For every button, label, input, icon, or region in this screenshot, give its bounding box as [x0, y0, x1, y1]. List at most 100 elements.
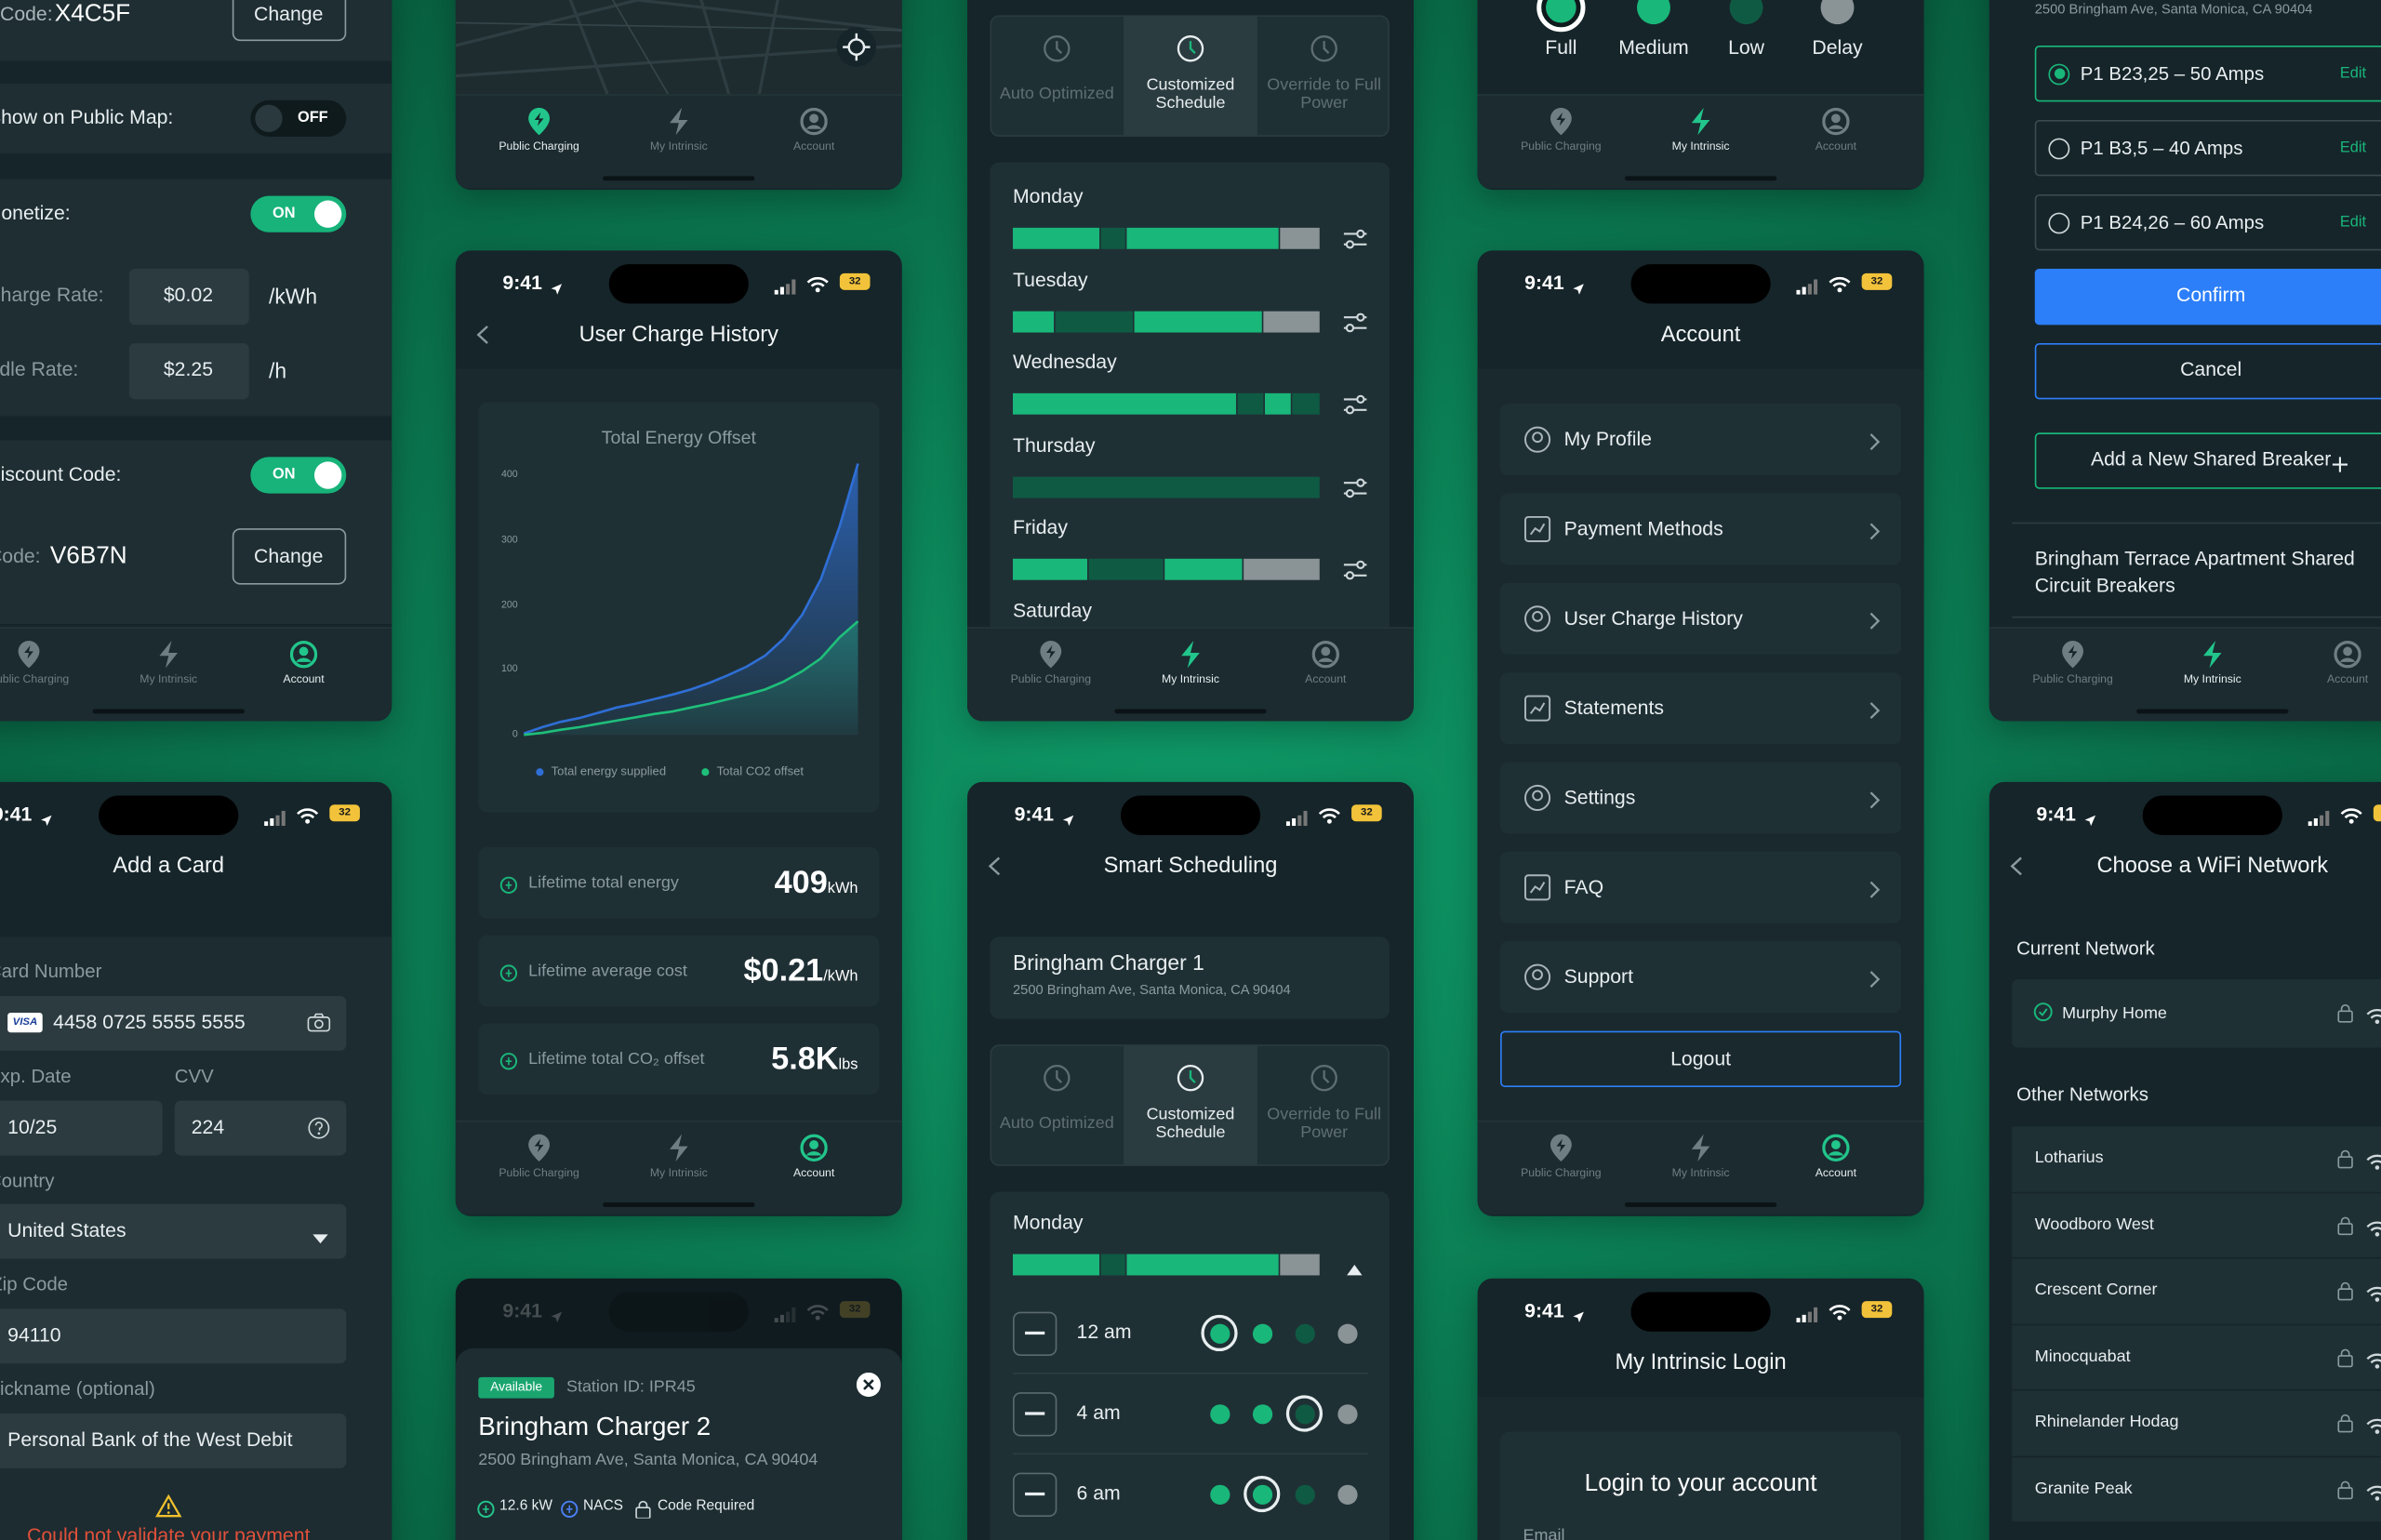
toggle-knob: [313, 461, 342, 489]
wifi-strength-part: [2366, 1154, 2381, 1165]
lock-icon: [2337, 1215, 2354, 1235]
nav-icon-part: [528, 1134, 551, 1162]
chart: [523, 463, 859, 737]
lock-icon-part: [2337, 1281, 2353, 1301]
signal-part: [791, 1307, 796, 1323]
wifi-part: [1837, 1315, 1842, 1321]
location-arrow: [1572, 1304, 1586, 1323]
signal: [1796, 1303, 1818, 1323]
lock-icon-part: [2340, 1004, 2350, 1012]
nav-label: My Intrinsic: [1162, 671, 1219, 686]
input-field: [128, 268, 249, 325]
divider: [2012, 522, 2381, 524]
label: Exp. Date: [0, 1065, 72, 1087]
nav-icon: [2059, 639, 2086, 670]
mode-icon: [1176, 1063, 1206, 1094]
location-arrow-part: [1573, 284, 1584, 295]
battery-level: 32: [1870, 1303, 1883, 1315]
nav-label: My Intrinsic: [140, 671, 198, 686]
nav-icon: [1311, 639, 1339, 670]
series-line: [523, 463, 859, 735]
home-indicator: [2136, 709, 2289, 714]
signal-part: [774, 1318, 778, 1323]
lock-icon-part: [2337, 1156, 2353, 1169]
menu-icon-part: [1524, 784, 1551, 811]
stat-label: Lifetime total energy: [528, 873, 679, 892]
nav-icon-part: [1321, 646, 1331, 657]
label: Country: [0, 1170, 55, 1192]
menu-chevron-part: [1869, 701, 1881, 719]
mode-label: Auto Optimized: [999, 85, 1114, 104]
nav-label: My Intrinsic: [1671, 1165, 1730, 1180]
lock-icon-part: [2340, 1414, 2350, 1422]
menu-chevron: [1868, 520, 1882, 539]
nav-icon-part: [296, 657, 312, 662]
nav-icon-part: [805, 1151, 822, 1156]
back-chevron-part: [988, 856, 1001, 876]
menu-icon-part: [1532, 790, 1543, 802]
label: Code:: [0, 2, 53, 25]
signal-part: [1285, 810, 1308, 827]
charge-history-screen: 9:41 32 User Charge History Total Energy Of…: [455, 250, 902, 1216]
nav-icon-part: [1550, 107, 1572, 136]
login-screen: 9:41 32 My Intrinsic Login Login to your ac…: [1477, 1278, 1924, 1540]
location-arrow-part: [41, 815, 52, 827]
input-value: $2.25: [163, 357, 214, 381]
input-value: Personal Bank of the West Debit: [7, 1427, 293, 1452]
lock-icon-part: [2337, 1480, 2353, 1499]
status-time: 9:41: [1014, 802, 1055, 826]
menu-icon-part: [1529, 882, 1546, 894]
edit-link: Edit: [2339, 139, 2367, 156]
charge-level-screen: Full Medium Low Delay Public Charging My Intr…: [1477, 0, 1924, 191]
stat-unit: lbs: [838, 1055, 858, 1073]
battery: [839, 1301, 871, 1319]
legend-swatch: [535, 767, 543, 776]
breaker-label: P1 B24,26 – 60 Amps: [2080, 211, 2265, 233]
dynamic-island: [1630, 264, 1771, 304]
nav-icon-part: [2339, 657, 2356, 662]
stat-unit: /kWh: [823, 967, 858, 985]
signal-part: [779, 286, 784, 295]
station-name: Bringham Charger 2: [478, 1412, 712, 1441]
help-icon-part: [308, 1117, 330, 1139]
lock-icon-part: [2337, 1348, 2353, 1367]
nav-label: Public Charging: [499, 139, 579, 153]
wifi-strength-part: [2374, 1231, 2380, 1236]
wifi-strength-part: [2366, 1418, 2381, 1434]
card-brand: VISA: [12, 1016, 38, 1028]
stat-card: [478, 1023, 880, 1095]
dynamic-island: [1120, 795, 1261, 835]
menu-icon: [1523, 873, 1552, 902]
nav-icon: [1548, 1133, 1575, 1163]
lock-icon-part: [2337, 1354, 2353, 1367]
nav-bar: [1477, 94, 1924, 189]
time-label: 6 am: [1076, 1480, 1121, 1505]
menu-icon-part: [1524, 426, 1551, 453]
battery: [2373, 804, 2381, 822]
menu-icon-part: [1524, 963, 1551, 990]
nav-icon-part: [670, 107, 688, 136]
mode-icon: [1309, 1063, 1339, 1094]
input-value: $0.02: [163, 283, 214, 307]
add-card-screen: 9:41 32 Add a Card Card Number VISA 4458 0725…: [0, 781, 392, 1540]
nav-icon: [665, 106, 692, 137]
wifi-part: [1326, 818, 1332, 824]
menu-icon-part: [1529, 702, 1546, 714]
menu-icon-part: [1524, 515, 1551, 543]
menu-icon-part: [1524, 963, 1551, 990]
wifi: [1318, 804, 1340, 824]
confirm-button: [2034, 268, 2381, 325]
station-address: 2500 Bringham Ave, Santa Monica, CA 9040…: [478, 1451, 818, 1469]
mode-label: Customized Schedule: [1146, 1105, 1235, 1142]
stat-icon-part: [499, 1052, 518, 1069]
menu-icon: [1523, 604, 1552, 633]
signal-part: [2320, 815, 2324, 827]
signal-part: [1297, 815, 1302, 827]
menu-label: User Charge History: [1563, 605, 1743, 629]
nav-icon-part: [1691, 107, 1710, 136]
nav-icon: [800, 106, 828, 137]
charger-card: [990, 936, 1390, 1019]
menu-label: Settings: [1563, 785, 1636, 808]
nav-icon-part: [24, 644, 33, 659]
